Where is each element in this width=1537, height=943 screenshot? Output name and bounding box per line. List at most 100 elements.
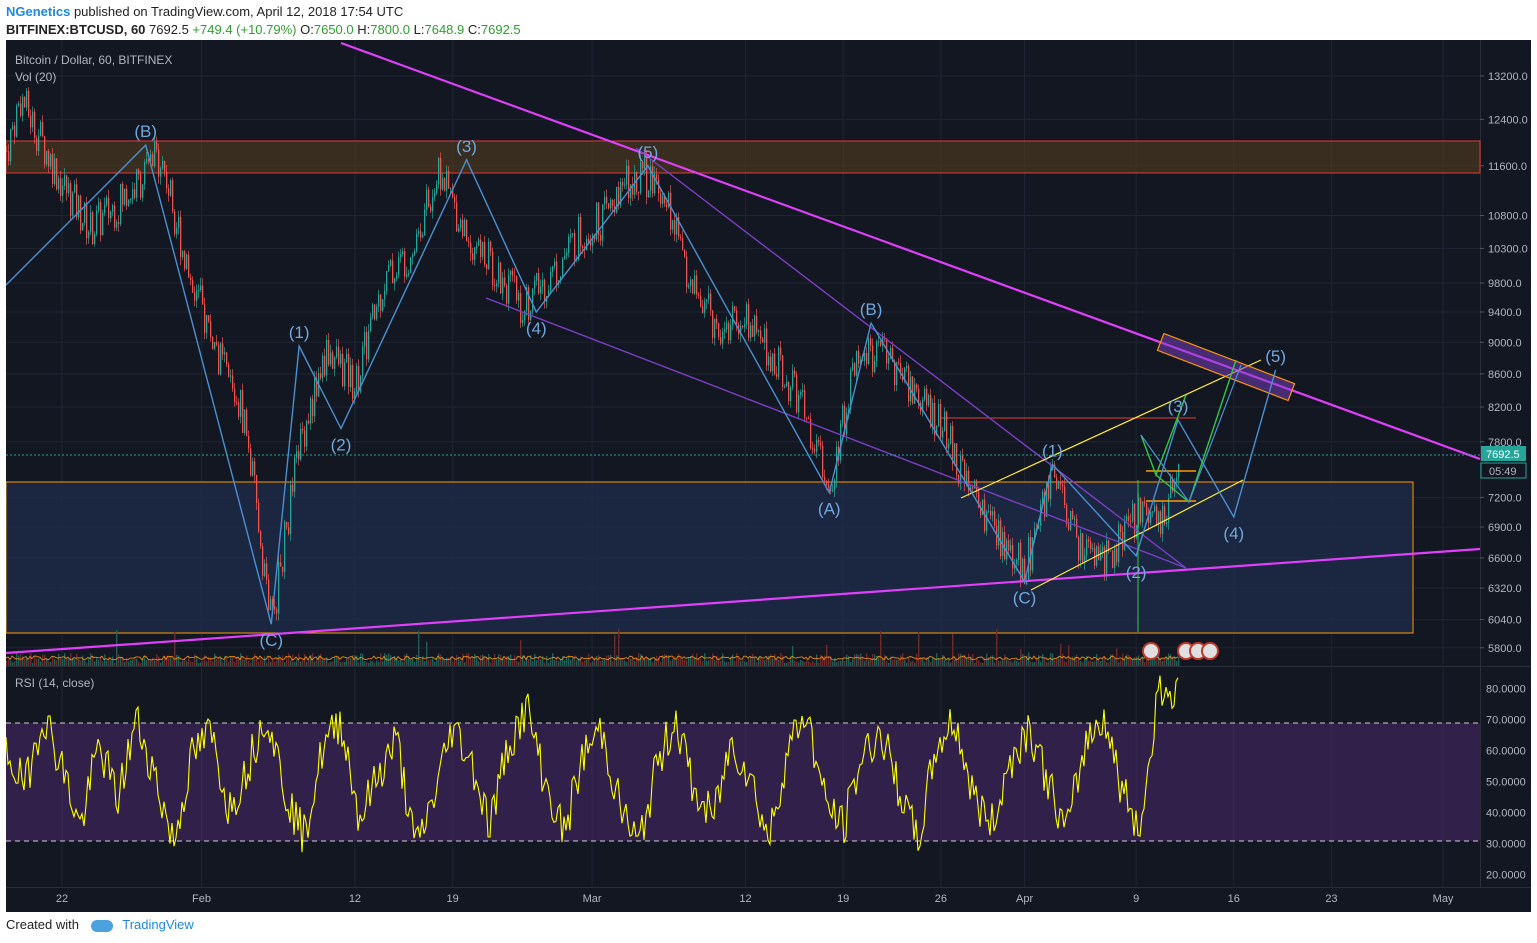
candle-body bbox=[350, 364, 352, 388]
candle-body bbox=[808, 418, 810, 420]
support-zone[interactable] bbox=[5, 481, 1414, 634]
candle-body bbox=[348, 353, 350, 388]
volume-bar bbox=[200, 662, 202, 666]
ascending-trendline[interactable] bbox=[5, 547, 1481, 655]
candle-body bbox=[488, 241, 490, 270]
volume-bar bbox=[762, 658, 764, 666]
volume-bar bbox=[194, 654, 196, 666]
volume-bar bbox=[898, 659, 900, 666]
volume-bar bbox=[894, 658, 896, 666]
volume-bar bbox=[590, 662, 592, 666]
candle-body bbox=[1048, 482, 1050, 500]
volume-bar bbox=[948, 657, 950, 666]
volume-bar bbox=[698, 658, 700, 666]
candle-body bbox=[548, 290, 550, 297]
candle-body bbox=[1010, 545, 1012, 551]
wedge-lower[interactable] bbox=[1030, 479, 1244, 591]
volume-bar bbox=[510, 654, 512, 666]
channel-lower[interactable] bbox=[485, 297, 1187, 569]
volume-bar bbox=[838, 660, 840, 666]
volume-bar bbox=[394, 655, 396, 666]
volume-bar bbox=[902, 653, 904, 666]
candle-body bbox=[886, 338, 888, 364]
candle-body bbox=[932, 402, 934, 427]
volume-bar bbox=[222, 662, 224, 666]
volume-bar bbox=[708, 660, 710, 666]
volume-bar bbox=[1098, 658, 1100, 666]
candle-body bbox=[26, 90, 28, 108]
candle-body bbox=[468, 241, 470, 243]
volume-bar bbox=[276, 658, 278, 666]
candle-body bbox=[474, 247, 476, 260]
author-link[interactable]: NGenetics bbox=[6, 4, 71, 19]
volume-bar bbox=[706, 660, 708, 666]
time-axis[interactable]: 22 Feb 12 19 Mar 12 19 26 Apr 9 16 23 May bbox=[56, 893, 1454, 905]
candle-body bbox=[324, 355, 326, 376]
volume-bar bbox=[74, 659, 76, 666]
candle-body bbox=[822, 445, 824, 477]
volume-bar bbox=[972, 653, 974, 666]
wedge-upper[interactable] bbox=[960, 359, 1262, 499]
target-zone[interactable] bbox=[1156, 332, 1296, 402]
candle-body bbox=[158, 149, 160, 177]
candle-body bbox=[572, 233, 574, 235]
volume-bar bbox=[578, 658, 580, 666]
volume-bar bbox=[406, 653, 408, 666]
candle-body bbox=[900, 363, 902, 374]
candle-body bbox=[602, 204, 604, 241]
candle-body bbox=[378, 294, 380, 307]
candle-body bbox=[714, 318, 716, 338]
tradingview-link[interactable]: TradingView bbox=[122, 917, 194, 932]
elliott-wave-path[interactable] bbox=[5, 143, 1277, 625]
candle-body bbox=[240, 389, 242, 417]
volume-bar bbox=[192, 661, 194, 666]
wave-label: (4) bbox=[1223, 524, 1244, 543]
volume-bar bbox=[504, 658, 506, 666]
candle-body bbox=[790, 387, 792, 401]
candle-body bbox=[956, 443, 958, 475]
projection-path[interactable] bbox=[1140, 364, 1242, 504]
volume-bar bbox=[106, 660, 108, 666]
volume-bar bbox=[1110, 654, 1112, 666]
candle-body bbox=[806, 417, 808, 419]
candle-body bbox=[306, 420, 308, 447]
candle-body bbox=[1074, 518, 1076, 520]
publish-header: NGenetics published on TradingView.com, … bbox=[6, 4, 403, 19]
volume-bar bbox=[774, 654, 776, 666]
candle-body bbox=[534, 280, 536, 289]
events-icon[interactable] bbox=[1142, 642, 1219, 660]
volume-bar bbox=[526, 656, 528, 666]
candle-body bbox=[40, 122, 42, 137]
volume-bar bbox=[322, 659, 324, 666]
volume-bar bbox=[842, 658, 844, 666]
volume-bar bbox=[666, 655, 668, 666]
chart-area[interactable]: (B) (C) (1) (2) (3) (4) (5) (B) (A) (C) (1) (2) (3) (… bbox=[5, 40, 1531, 912]
volume-bar bbox=[278, 654, 280, 666]
volume-bar bbox=[336, 656, 338, 666]
volume-bar bbox=[846, 654, 848, 666]
candle-body bbox=[128, 199, 130, 206]
volume-bar bbox=[408, 656, 410, 666]
candle-body bbox=[1132, 503, 1134, 522]
volume-bar bbox=[438, 653, 440, 666]
candle-body bbox=[524, 310, 526, 321]
candle-body bbox=[248, 435, 250, 449]
chart-svg[interactable]: (B) (C) (1) (2) (3) (4) (5) (B) (A) (C) (1) (2) (3) (… bbox=[5, 40, 1531, 912]
candle-body bbox=[972, 487, 974, 489]
wave-label: (3) bbox=[456, 137, 477, 156]
volume-bar bbox=[178, 655, 180, 666]
volume-bar bbox=[1004, 654, 1006, 666]
volume-bar bbox=[22, 656, 24, 666]
candle-body bbox=[328, 339, 330, 365]
volume-bar bbox=[558, 661, 560, 666]
main-legend: Bitcoin / Dollar, 60, BITFINEX bbox=[15, 53, 172, 67]
candle-body bbox=[244, 409, 246, 433]
rsi-axis[interactable]: 80.0000 70.0000 60.0000 50.0000 40.0000 30.00… bbox=[1486, 684, 1526, 882]
channel-upper[interactable] bbox=[635, 147, 1187, 569]
volume-bar bbox=[498, 654, 500, 666]
volume-bar bbox=[750, 656, 752, 666]
resistance-zone[interactable] bbox=[5, 140, 1481, 174]
price-axis[interactable]: 13200.0 12400.0 11600.0 10800.0 10300.0 9800.… bbox=[1480, 71, 1528, 655]
price-tick-label: 9000.0 bbox=[1488, 337, 1522, 349]
volume-bar bbox=[1006, 658, 1008, 666]
